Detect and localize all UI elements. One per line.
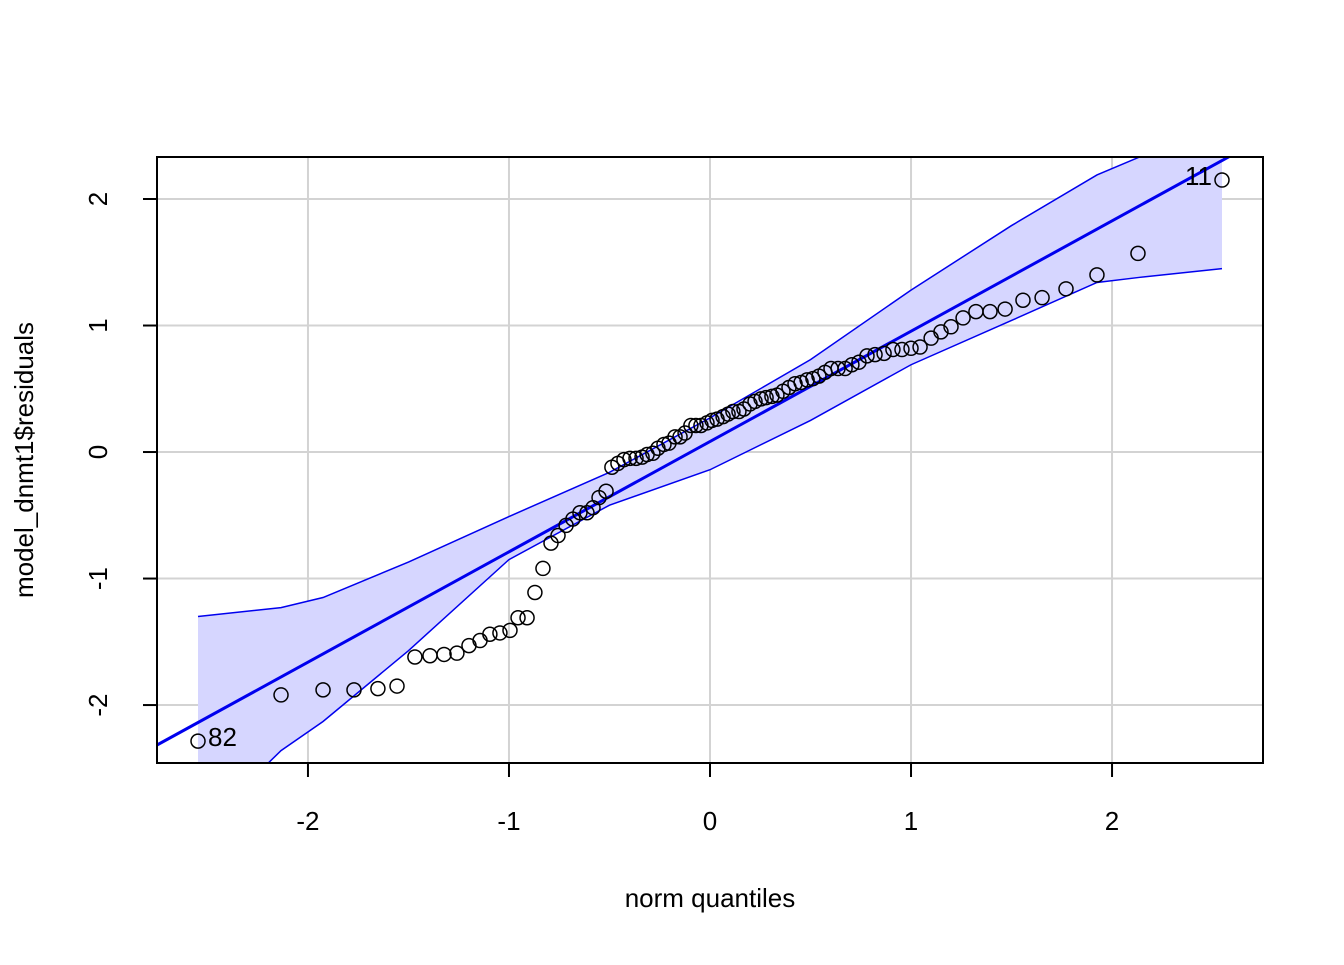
point bbox=[830, 360, 846, 377]
y-axis-label: model_dnmt1$residuals bbox=[9, 322, 39, 598]
point bbox=[527, 584, 543, 601]
point bbox=[472, 632, 488, 649]
y-tick-label: -2 bbox=[83, 693, 113, 716]
point bbox=[370, 680, 386, 697]
point bbox=[933, 324, 949, 340]
point bbox=[1058, 281, 1074, 297]
point bbox=[1034, 289, 1050, 306]
point bbox=[598, 483, 614, 499]
x-tick-label: 0 bbox=[703, 806, 717, 836]
point bbox=[616, 451, 632, 468]
point bbox=[903, 340, 919, 357]
point bbox=[492, 625, 508, 641]
point bbox=[758, 389, 774, 406]
point-label: 82 bbox=[208, 722, 237, 752]
point bbox=[683, 417, 699, 434]
point bbox=[876, 345, 892, 362]
point bbox=[688, 417, 704, 434]
y-tick-label: 0 bbox=[83, 445, 113, 459]
point bbox=[997, 301, 1013, 317]
x-tick-label: 2 bbox=[1105, 806, 1119, 836]
point bbox=[672, 429, 688, 445]
point bbox=[482, 626, 498, 642]
point bbox=[1015, 292, 1031, 308]
point bbox=[955, 310, 971, 326]
point bbox=[502, 622, 518, 639]
point bbox=[1214, 172, 1230, 188]
point bbox=[799, 372, 815, 388]
point bbox=[519, 610, 535, 626]
point bbox=[315, 682, 331, 698]
point bbox=[550, 527, 566, 544]
point bbox=[436, 646, 452, 663]
y-tick-label: 2 bbox=[83, 192, 113, 206]
y-tick-label: 1 bbox=[83, 318, 113, 332]
y-tick-label: -1 bbox=[83, 567, 113, 590]
point bbox=[725, 403, 741, 420]
reference-line bbox=[157, 157, 1232, 747]
point bbox=[844, 356, 860, 373]
point bbox=[190, 733, 206, 749]
x-tick-label: -2 bbox=[296, 806, 319, 836]
point bbox=[1089, 267, 1105, 283]
point bbox=[510, 610, 526, 626]
point bbox=[859, 348, 875, 364]
point bbox=[535, 560, 551, 577]
point bbox=[407, 649, 423, 665]
point bbox=[346, 682, 362, 698]
point bbox=[1130, 245, 1146, 262]
x-tick-label: -1 bbox=[497, 806, 520, 836]
point bbox=[885, 341, 901, 358]
point bbox=[894, 341, 910, 358]
point bbox=[667, 429, 683, 445]
point bbox=[912, 339, 928, 355]
point bbox=[449, 645, 465, 661]
point bbox=[982, 303, 998, 320]
point bbox=[389, 678, 405, 694]
confidence-band bbox=[198, 157, 1222, 763]
point bbox=[572, 505, 588, 521]
point bbox=[273, 687, 289, 703]
point bbox=[645, 445, 661, 462]
x-tick-label: 1 bbox=[904, 806, 918, 836]
x-axis-label: norm quantiles bbox=[625, 883, 796, 913]
point bbox=[867, 346, 883, 363]
point bbox=[461, 637, 477, 654]
point bbox=[422, 647, 438, 664]
point-label: 11 bbox=[1185, 161, 1212, 191]
point bbox=[943, 319, 959, 335]
point bbox=[622, 450, 638, 467]
point bbox=[628, 450, 644, 467]
